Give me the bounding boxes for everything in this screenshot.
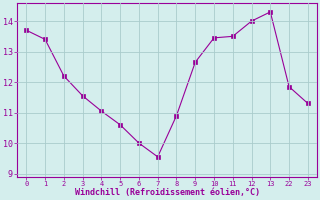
X-axis label: Windchill (Refroidissement éolien,°C): Windchill (Refroidissement éolien,°C) — [75, 188, 260, 197]
